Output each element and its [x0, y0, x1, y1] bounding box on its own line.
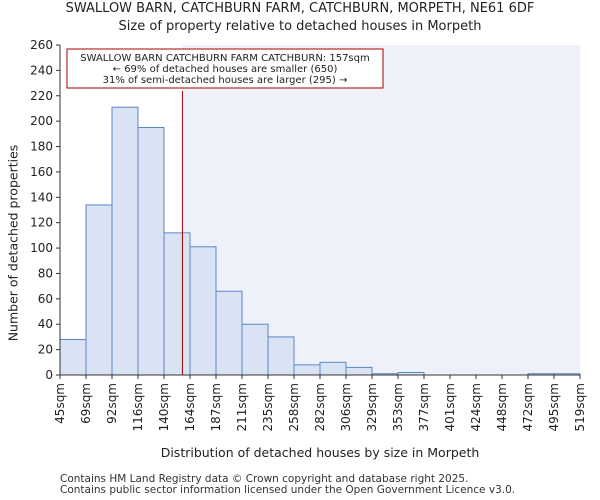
chart-title: SWALLOW BARN, CATCHBURN FARM, CATCHBURN,… [65, 1, 535, 16]
x-tick-label-164sqm: 164sqm [183, 383, 197, 431]
x-tick-label-116sqm: 116sqm [131, 383, 145, 431]
x-tick-label-140sqm: 140sqm [157, 383, 171, 431]
bar-187sqm [215, 290, 243, 376]
bar-258sqm [293, 364, 321, 376]
y-tick-label-120: 120 [30, 216, 53, 230]
x-tick-label-377sqm: 377sqm [417, 383, 431, 431]
x-tick-label-45sqm: 45sqm [53, 383, 67, 424]
x-tick-label-282sqm: 282sqm [313, 383, 327, 431]
y-tick-label-180: 180 [30, 140, 53, 154]
highlight-region [182, 45, 580, 375]
y-tick-label-20: 20 [38, 343, 53, 357]
x-tick-label-424sqm: 424sqm [469, 383, 483, 431]
annotation-smaller: ← 69% of detached houses are smaller (65… [113, 64, 338, 75]
footer-copyright: Contains HM Land Registry data © Crown c… [60, 473, 469, 485]
y-tick-label-220: 220 [30, 89, 53, 103]
y-tick-label-40: 40 [38, 317, 53, 331]
y-tick-label-0: 0 [45, 368, 53, 382]
x-tick-label-69sqm: 69sqm [79, 383, 93, 424]
bar-45sqm [59, 338, 87, 376]
y-tick-label-200: 200 [30, 114, 53, 128]
x-tick-label-258sqm: 258sqm [287, 383, 301, 431]
x-tick-label-187sqm: 187sqm [209, 383, 223, 431]
y-tick-label-260: 260 [30, 38, 53, 52]
bar-140sqm [163, 232, 191, 376]
y-tick-label-160: 160 [30, 165, 53, 179]
bar-116sqm [137, 127, 165, 376]
bar-92sqm [111, 106, 139, 376]
x-tick-label-472sqm: 472sqm [521, 383, 535, 431]
x-tick-label-306sqm: 306sqm [339, 383, 353, 431]
x-axis-label: Distribution of detached houses by size … [160, 445, 480, 460]
x-tick-label-235sqm: 235sqm [261, 383, 275, 431]
x-tick-label-92sqm: 92sqm [105, 383, 119, 424]
bar-282sqm [319, 361, 347, 376]
annotation-larger: 31% of semi-detached houses are larger (… [103, 75, 348, 86]
x-tick-label-353sqm: 353sqm [391, 383, 405, 431]
bar-306sqm [345, 366, 373, 376]
annotation-title: SWALLOW BARN CATCHBURN FARM CATCHBURN: 1… [80, 53, 369, 64]
footer-licence: Contains public sector information licen… [60, 484, 516, 496]
x-tick-label-401sqm: 401sqm [443, 383, 457, 431]
bar-235sqm [267, 336, 295, 376]
y-tick-label-60: 60 [38, 292, 53, 306]
annotation-box [66, 48, 384, 89]
bar-164sqm [189, 246, 217, 376]
x-tick-label-329sqm: 329sqm [365, 383, 379, 431]
chart-subtitle: Size of property relative to detached ho… [118, 19, 482, 34]
x-tick-label-448sqm: 448sqm [495, 383, 509, 431]
y-tick-label-240: 240 [30, 63, 53, 77]
x-tick-label-495sqm: 495sqm [547, 383, 561, 431]
y-tick-label-100: 100 [30, 241, 53, 255]
y-axis-label: Number of detached properties [5, 144, 21, 342]
x-tick-label-519sqm: 519sqm [573, 383, 587, 431]
y-tick-label-140: 140 [30, 190, 53, 204]
bar-211sqm [241, 323, 269, 376]
y-tick-label-80: 80 [38, 266, 53, 280]
bar-69sqm [85, 204, 113, 376]
x-tick-label-211sqm: 211sqm [235, 383, 249, 431]
